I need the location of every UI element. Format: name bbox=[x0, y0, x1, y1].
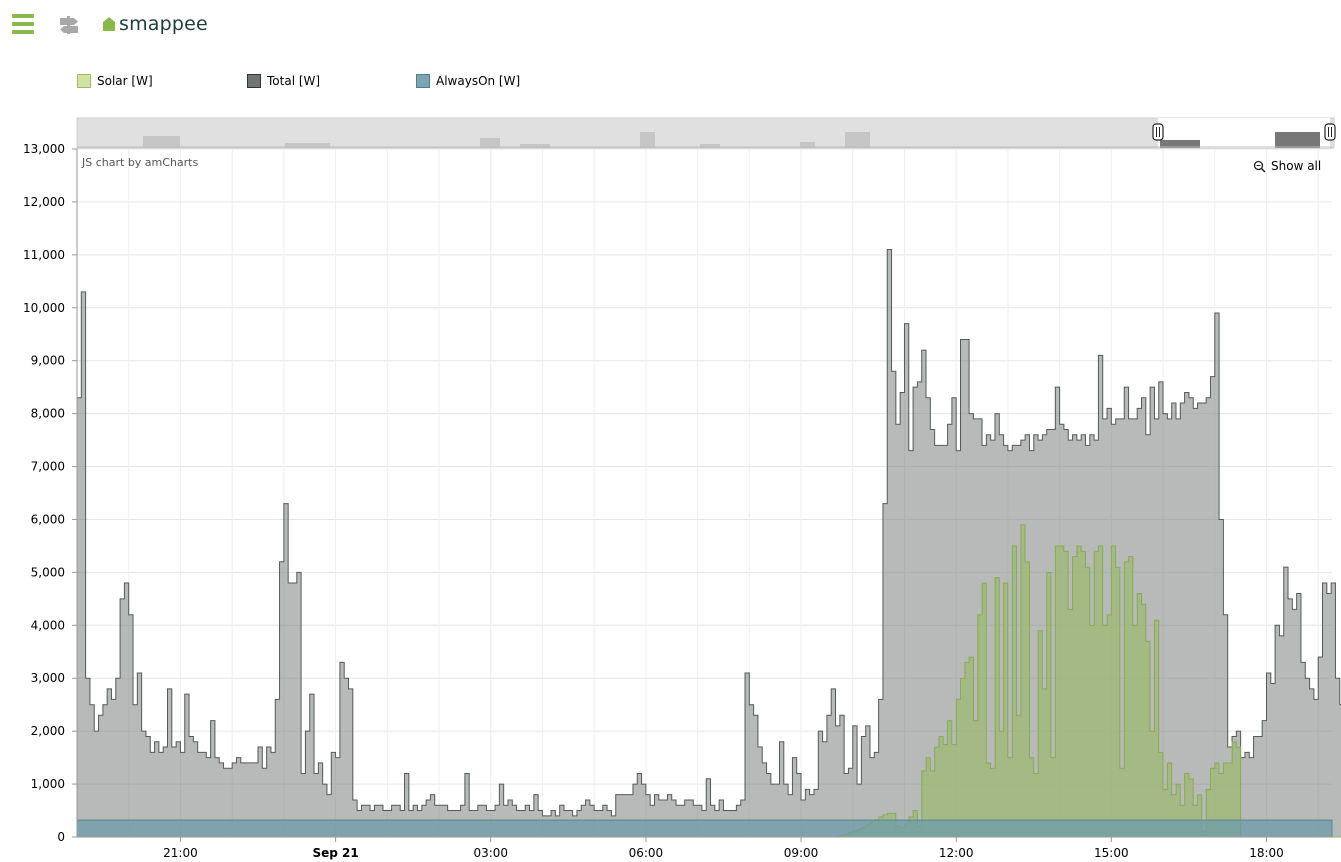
chart-axes: 0 1,000 2,000 3,000 4,000 5,000 6,000 7,000 8,00… bbox=[23, 142, 1332, 860]
y-tick-label: 12,000 bbox=[23, 195, 65, 209]
x-tick-label: 06:00 bbox=[629, 846, 664, 860]
scrollbar-handle-right[interactable] bbox=[1324, 123, 1336, 141]
hamburger-menu-icon[interactable] bbox=[12, 14, 34, 34]
swap-arrows-icon[interactable] bbox=[58, 14, 80, 36]
x-tick-label: 12:00 bbox=[939, 846, 974, 860]
swap-arrows-glyph bbox=[60, 16, 78, 34]
y-tick-label: 4,000 bbox=[31, 618, 65, 632]
y-tick-label: 9,000 bbox=[31, 354, 65, 368]
house-logo-icon bbox=[103, 17, 115, 31]
legend-swatch-total bbox=[247, 74, 261, 88]
x-tick-label: 09:00 bbox=[784, 846, 819, 860]
show-all-button[interactable]: Show all bbox=[1253, 157, 1321, 175]
scrollbar-preview-bar bbox=[800, 142, 815, 148]
chart-scrollbar[interactable] bbox=[76, 117, 1336, 149]
legend-item-solar[interactable]: Solar [W] bbox=[77, 72, 153, 90]
y-tick-label: 11,000 bbox=[23, 248, 65, 262]
brand-name: smappee bbox=[119, 13, 208, 35]
top-bar: smappee bbox=[0, 0, 1341, 52]
scrollbar-preview-bar bbox=[845, 132, 870, 148]
series-overlap bbox=[77, 524, 1341, 837]
y-tick-label: 3,000 bbox=[31, 671, 65, 685]
scrollbar-preview-bar bbox=[1160, 140, 1200, 148]
legend-label-solar: Solar [W] bbox=[97, 74, 153, 88]
scrollbar-handle-left[interactable] bbox=[1152, 123, 1164, 141]
y-tick-label: 2,000 bbox=[31, 724, 65, 738]
legend-label-alwayson: AlwaysOn [W] bbox=[436, 74, 521, 88]
legend-swatch-alwayson bbox=[416, 74, 430, 88]
legend-label-total: Total [W] bbox=[267, 74, 321, 88]
scrollbar-preview-bar bbox=[700, 144, 720, 148]
x-tick-label: 21:00 bbox=[163, 846, 198, 860]
scrollbar-track bbox=[76, 117, 1335, 149]
x-tick-label: Sep 21 bbox=[312, 846, 358, 860]
legend-swatch-solar bbox=[77, 74, 91, 88]
chart-credit[interactable]: JS chart by amCharts bbox=[81, 156, 198, 169]
y-tick-label: 7,000 bbox=[31, 460, 65, 474]
scrollbar-preview-bar bbox=[640, 132, 655, 148]
legend-item-alwayson[interactable]: AlwaysOn [W] bbox=[416, 72, 520, 90]
scrollbar-preview-bar bbox=[143, 136, 180, 148]
magnifier-icon bbox=[1253, 160, 1266, 173]
x-tick-label: 18:00 bbox=[1249, 846, 1284, 860]
x-tick-label: 03:00 bbox=[473, 846, 508, 860]
scrollbar-preview-bar bbox=[480, 138, 500, 148]
legend-item-total[interactable]: Total [W] bbox=[247, 72, 320, 90]
y-tick-label: 13,000 bbox=[23, 142, 65, 156]
brand-logo[interactable]: smappee bbox=[102, 10, 208, 38]
y-tick-label: 6,000 bbox=[31, 512, 65, 526]
x-tick-label: 15:00 bbox=[1094, 846, 1129, 860]
y-tick-label: 10,000 bbox=[23, 301, 65, 315]
series-alwayson bbox=[76, 819, 1333, 838]
scrollbar-preview-bar bbox=[1275, 132, 1320, 148]
scrollbar-preview-bar bbox=[285, 143, 330, 148]
show-all-label: Show all bbox=[1271, 159, 1322, 173]
y-tick-label: 5,000 bbox=[31, 565, 65, 579]
y-tick-label: 8,000 bbox=[31, 407, 65, 421]
chart-series bbox=[76, 249, 1341, 838]
y-tick-label: 1,000 bbox=[31, 777, 65, 791]
scrollbar-preview-bar bbox=[520, 144, 550, 148]
y-tick-label: 0 bbox=[57, 830, 65, 844]
